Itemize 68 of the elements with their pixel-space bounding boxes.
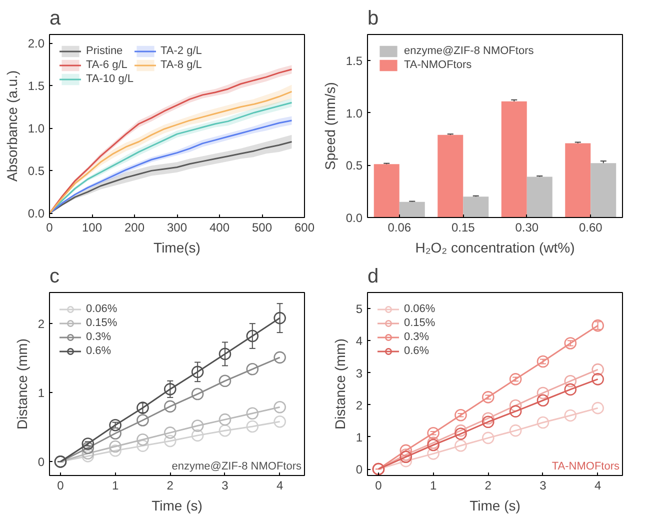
annotation: TA-NMOFtors [552,460,620,472]
y-tick-label: 0.0 [28,206,45,221]
x-tick-label: 2 [166,478,174,492]
x-tick-label: 400 [209,220,230,234]
y-tick-label: 0.5 [28,164,45,178]
x-tick-label: 1 [430,478,437,492]
legend-label: 0.6% [404,344,430,358]
x-tick-label: 0.60 [578,220,603,234]
y-tick-label: 3 [356,366,363,380]
x-axis-title: Time (s) [152,498,202,514]
legend-label: enzyme@ZIF-8 NMOFtors [404,44,534,58]
x-tick-label: 0.30 [515,220,539,234]
y-tick-label: 1.5 [28,79,45,94]
y-tick-label: 5 [356,302,363,316]
chart-title: c [50,266,60,288]
legend-label: 0.3% [86,330,112,344]
chart-title: a [50,8,62,30]
x-tick-label: 0 [57,478,64,492]
legend-label: Pristine [86,44,123,58]
x-tick-label: 3 [540,478,547,492]
x-tick-label: 0.06 [388,220,412,234]
legend-label: TA-6 g/L [86,58,128,72]
x-axis-title: H₂O₂ concentration (wt%) [415,240,575,256]
y-tick-label: 1 [356,430,363,444]
legend-label: 0.6% [86,344,112,358]
y-axis-title: Distance (mm) [14,338,30,430]
y-axis-title: Speed (mm/s) [322,82,338,170]
legend-label: TA-10 g/L [86,72,134,86]
y-tick-label: 0.5 [346,158,363,173]
x-tick-label: 200 [124,220,145,234]
x-tick-label: 300 [166,220,188,234]
x-tick-label: 100 [82,220,102,234]
y-axis-title: Distance (mm) [332,338,348,430]
y-tick-label: 1 [38,386,45,400]
x-axis-title: Time(s) [154,240,200,256]
x-tick-label: 3 [222,478,229,492]
x-tick-label: 500 [252,220,272,234]
y-tick-label: 1.0 [28,122,45,136]
legend-label: 0.15% [404,316,436,330]
legend-label: TA-2 g/L [160,44,202,58]
x-tick-label: 1 [112,478,119,492]
x-tick-label: 0 [46,220,54,234]
x-tick-label: 4 [594,478,602,492]
legend-label: 0.06% [404,302,436,316]
x-tick-label: 0 [375,478,382,492]
y-tick-label: 0.0 [346,211,363,225]
y-axis-title: Absorbance (a.u.) [4,70,20,182]
legend-label: 0.15% [86,316,118,330]
x-tick-label: 4 [276,478,284,492]
y-tick-label: 2.0 [28,36,45,51]
legend-label: 0.3% [404,330,430,344]
y-tick-label: 1.5 [346,54,363,68]
legend-label: 0.06% [86,302,118,316]
y-tick-label: 4 [356,334,363,348]
chart-title: b [368,8,379,30]
x-tick-label: 2 [484,478,492,492]
y-tick-label: 0 [38,455,45,470]
y-tick-label: 1.0 [346,106,363,120]
x-axis-title: Time (s) [470,498,520,514]
y-tick-label: 2 [38,317,45,332]
y-tick-label: 0 [356,462,363,477]
x-tick-label: 0.15 [451,220,476,234]
annotation: enzyme@ZIF-8 NMOFtors [172,460,302,472]
legend-label: TA-8 g/L [160,58,202,72]
x-tick-label: 600 [294,220,315,234]
chart-title: d [368,266,379,288]
y-tick-label: 2 [356,398,363,412]
legend-label: TA-NMOFtors [404,58,472,72]
